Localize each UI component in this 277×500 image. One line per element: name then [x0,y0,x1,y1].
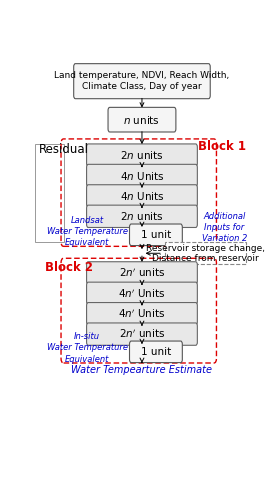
FancyBboxPatch shape [87,184,197,207]
Bar [165,242,245,264]
FancyBboxPatch shape [87,164,197,186]
Text: Block 2: Block 2 [45,261,93,274]
FancyBboxPatch shape [130,341,182,362]
Text: Landsat
Water Temperature
Equivalent: Landsat Water Temperature Equivalent [47,216,128,247]
FancyBboxPatch shape [87,302,197,325]
Text: Water Tempearture Estimate: Water Tempearture Estimate [71,365,212,375]
Text: $2n$ units: $2n$ units [120,149,164,161]
Text: $2n$ units: $2n$ units [120,210,164,222]
Text: $2n'$ units: $2n'$ units [119,266,165,279]
Text: $4n$ Units: $4n$ Units [120,190,164,202]
Text: 1 unit: 1 unit [141,230,171,240]
Text: Land temperature, NDVI, Reach Width,
Climate Class, Day of year: Land temperature, NDVI, Reach Width, Cli… [54,72,230,91]
Text: 1 unit: 1 unit [141,347,171,357]
Text: $2n'$ units: $2n'$ units [119,328,165,340]
Text: $4n$ Units: $4n$ Units [120,170,164,181]
Text: In-situ
Water Temperature
Equivalent: In-situ Water Temperature Equivalent [47,332,128,364]
FancyBboxPatch shape [87,282,197,304]
Text: Residual: Residual [39,143,89,156]
Text: $n$ units: $n$ units [124,114,160,126]
FancyBboxPatch shape [74,64,210,98]
Text: Reservoir storage change,
Distance from reservoir: Reservoir storage change, Distance from … [146,244,265,263]
Text: $4n'$ Units: $4n'$ Units [118,287,166,300]
Text: $4n'$ Units: $4n'$ Units [118,308,166,320]
FancyBboxPatch shape [87,205,197,228]
FancyBboxPatch shape [87,323,197,345]
FancyBboxPatch shape [108,108,176,132]
Text: Additional
Inputs for
Variation 2: Additional Inputs for Variation 2 [202,212,247,243]
Bar [35,144,64,242]
Text: Block 1: Block 1 [198,140,246,152]
FancyBboxPatch shape [130,224,182,246]
FancyBboxPatch shape [87,262,197,284]
FancyBboxPatch shape [87,144,197,167]
